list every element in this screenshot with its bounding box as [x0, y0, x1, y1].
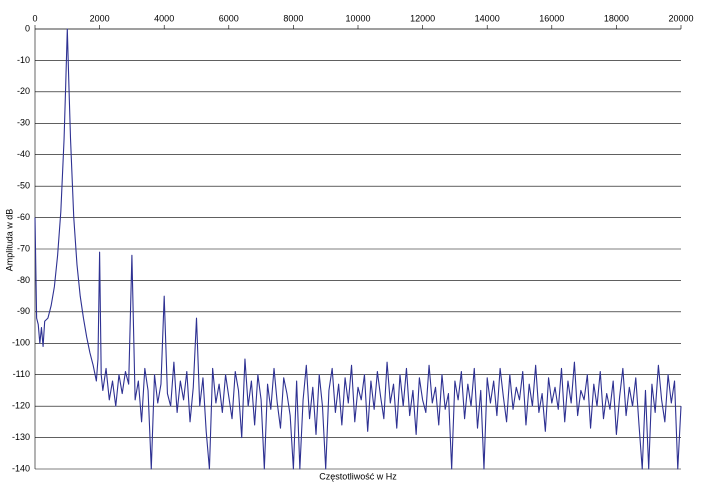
y-tick-label: -50 [17, 181, 30, 191]
y-tick-label: -10 [17, 55, 30, 65]
y-tick-label: -90 [17, 306, 30, 316]
y-tick-label: 0 [25, 23, 30, 33]
x-axis-title: Częstotliwość w Hz [319, 471, 397, 481]
y-tick-label: -80 [17, 275, 30, 285]
x-tick-label: 6000 [219, 13, 239, 23]
x-tick-label: 14000 [475, 13, 500, 23]
y-tick-label: -130 [12, 432, 30, 442]
y-tick-label: -120 [12, 401, 30, 411]
y-tick-label: -40 [17, 149, 30, 159]
x-tick-label: 4000 [154, 13, 174, 23]
x-tick-label: 10000 [345, 13, 370, 23]
y-tick-label: -20 [17, 86, 30, 96]
spectrum-line [34, 28, 682, 470]
x-tick-label: 0 [32, 13, 37, 23]
y-tick-label: -70 [17, 243, 30, 253]
y-tick-label: -100 [12, 338, 30, 348]
y-tick-label: -140 [12, 463, 30, 473]
x-tick-label: 8000 [283, 13, 303, 23]
x-tick-label: 20000 [668, 13, 693, 23]
x-tick-label: 12000 [410, 13, 435, 23]
y-tick-label: -110 [13, 369, 30, 379]
y-tick-label: -60 [17, 212, 30, 222]
x-tick-label: 2000 [90, 13, 110, 23]
x-tick-label: 16000 [539, 13, 564, 23]
x-tick-label: 18000 [604, 13, 629, 23]
y-axis-title: Amplituda w dB [4, 209, 14, 272]
y-tick-label: -30 [17, 118, 30, 128]
